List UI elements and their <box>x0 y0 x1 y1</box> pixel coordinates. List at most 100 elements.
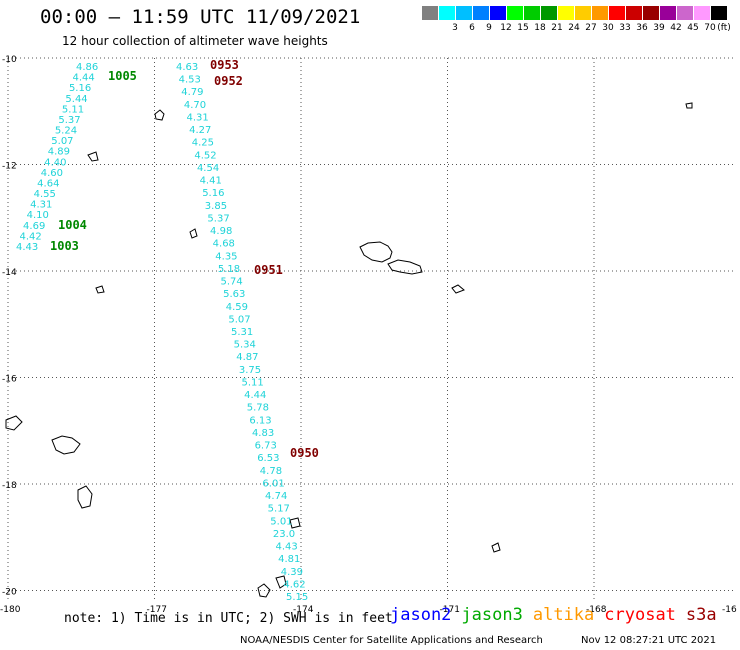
west-track-value: 4.44 <box>72 73 94 84</box>
color-swatch <box>592 6 608 20</box>
page-subtitle: 12 hour collection of altimeter wave hei… <box>62 34 328 48</box>
pass-labels: 1005 1004 1003 0953 0952 0951 0950 <box>50 58 319 460</box>
pass-time-label: 1005 <box>108 69 137 83</box>
legend-item: s3a <box>685 605 717 625</box>
pass-time-label: 0950 <box>290 446 319 460</box>
east-track-value: 4.62 <box>283 579 305 590</box>
west-track-value: 4.31 <box>30 200 52 211</box>
east-track-value: 3.75 <box>239 365 261 376</box>
color-swatch <box>677 6 693 20</box>
color-swatch <box>524 6 540 20</box>
east-track-value: 4.68 <box>213 239 235 250</box>
west-track-value: 5.16 <box>69 83 91 94</box>
island-small-7 <box>685 102 693 109</box>
color-swatch <box>660 6 676 20</box>
pass-time-label: 1004 <box>58 218 87 232</box>
east-track-value: 5.16 <box>202 188 224 199</box>
east-track-value: 4.41 <box>200 176 222 187</box>
west-track-value: 4.89 <box>48 147 70 158</box>
island-small-2 <box>189 228 198 239</box>
color-swatch <box>626 6 642 20</box>
east-track-value: 4.70 <box>184 100 206 111</box>
lat-tick-label: -14 <box>2 268 17 278</box>
east-track-value: 4.53 <box>179 75 201 86</box>
east-track-value: 5.63 <box>223 289 245 300</box>
legend-item: jason2 <box>390 605 452 625</box>
island-small-1 <box>154 109 165 121</box>
east-track-value: 4.25 <box>192 138 214 149</box>
east-track-value: 4.81 <box>278 554 300 565</box>
island-small-8 <box>257 583 271 598</box>
color-scale-label: 12 <box>500 23 512 33</box>
color-scale-label: 6 <box>469 23 475 33</box>
color-scale-label: 9 <box>486 23 492 33</box>
credit-line: NOAA/NESDIS Center for Satellite Applica… <box>240 635 543 646</box>
island-small-3 <box>95 285 105 294</box>
west-track-value: 4.55 <box>34 189 56 200</box>
west-track-value: 5.44 <box>65 94 87 105</box>
island-samoa-west <box>359 241 393 263</box>
east-track-value: 5.15 <box>286 592 308 603</box>
lat-tick-label: -20 <box>2 588 17 598</box>
east-track-value: 5.31 <box>231 327 253 338</box>
island-fiji-1 <box>51 435 81 455</box>
color-swatch <box>507 6 523 20</box>
lat-tick-label: -16 <box>2 375 17 385</box>
east-track-value: 4.39 <box>281 567 303 578</box>
color-scale-label: 36 <box>636 23 648 33</box>
lon-tick-label: -171 <box>440 605 460 615</box>
island-fiji-3 <box>5 415 23 431</box>
color-swatch <box>422 6 438 20</box>
east-track-value: 4.35 <box>215 251 237 262</box>
color-scale-label: 15 <box>517 23 529 33</box>
color-scale-label: 27 <box>585 23 597 33</box>
color-swatch <box>541 6 557 20</box>
pass-time-label: 1003 <box>50 239 79 253</box>
east-track-value: 4.27 <box>189 125 211 136</box>
island-outlines <box>5 102 693 598</box>
lon-tick-label: -168 <box>586 605 607 615</box>
east-track-value: 4.83 <box>252 428 274 439</box>
east-track-value: 5.34 <box>234 340 256 351</box>
east-track-value: 4.59 <box>226 302 248 313</box>
color-swatch <box>439 6 455 20</box>
east-track-value: 4.79 <box>181 87 203 98</box>
color-swatch <box>711 6 727 20</box>
island-small-4 <box>451 284 465 294</box>
legend-item: jason3 <box>461 605 523 625</box>
west-track-value: 5.37 <box>58 115 80 126</box>
lon-tick-label: -174 <box>293 605 314 615</box>
color-scale-label: 3 <box>452 23 458 33</box>
lon-tick-label: -177 <box>147 605 167 615</box>
satellite-legend: jason2 jason3 altika cryosat s3a <box>390 605 727 625</box>
east-track-value: 4.98 <box>210 226 232 237</box>
color-swatch <box>643 6 659 20</box>
color-scale-label: 24 <box>568 23 580 33</box>
color-scale-label: 33 <box>619 23 631 33</box>
east-track-value: 5.01 <box>270 516 292 527</box>
east-track-value: 5.17 <box>268 504 290 515</box>
color-swatch <box>473 6 489 20</box>
east-track-value: 5.37 <box>207 213 229 224</box>
east-track-value: 23.0 <box>273 529 295 540</box>
east-track-value: 6.13 <box>249 415 271 426</box>
island-small-9 <box>275 575 287 589</box>
island-small-5 <box>491 542 501 553</box>
color-scale-unit: (ft) <box>717 23 731 33</box>
east-track-value: 5.78 <box>247 403 269 414</box>
east-track-value: 4.74 <box>265 491 287 502</box>
west-track-value: 4.10 <box>27 210 49 221</box>
lon-tick-label: -180 <box>0 605 21 615</box>
island-small-6 <box>87 151 99 162</box>
color-scale-label: 18 <box>534 23 546 33</box>
west-track-value: 5.11 <box>62 104 84 115</box>
pass-time-label: 0953 <box>210 58 239 72</box>
color-swatch <box>456 6 472 20</box>
east-track-value: 6.73 <box>255 441 277 452</box>
lon-tick-label: -16 <box>722 605 737 615</box>
lat-tick-label: -10 <box>2 55 17 65</box>
west-track-value: 5.24 <box>55 126 77 137</box>
east-track-value: 3.85 <box>205 201 227 212</box>
west-track-value: 4.40 <box>44 157 66 168</box>
east-track-value: 4.52 <box>194 150 216 161</box>
